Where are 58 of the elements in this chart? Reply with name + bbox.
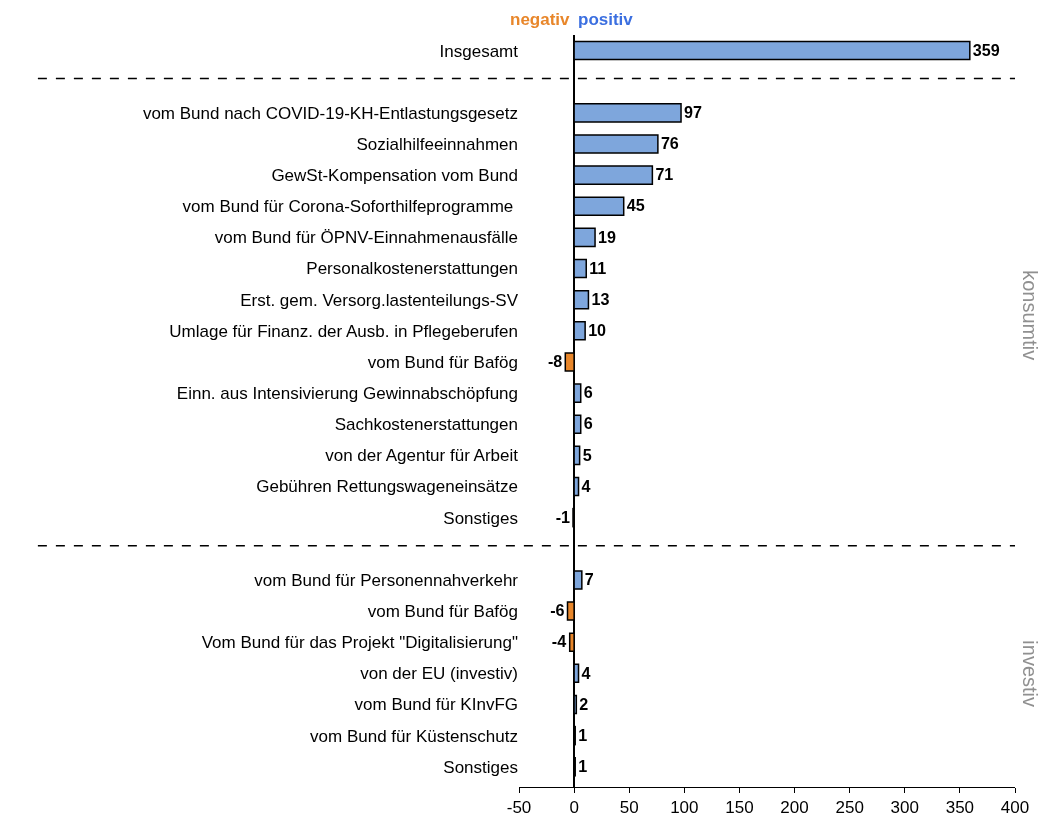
y-tick-label: Insgesamt [439,41,519,61]
data-label: 6 [583,383,593,402]
data-label: 11 [589,258,607,277]
data-label: -6 [550,601,565,620]
y-tick-label: Sonstiges [443,757,518,777]
y-tick-label: Gebühren Rettungswageneinsätze [256,477,518,497]
data-label: 359 [972,40,1000,59]
data-label: 1 [578,725,588,744]
x-tick-label: 400 [1000,798,1030,818]
x-tick-label: 250 [835,798,864,818]
data-label: 71 [655,165,674,184]
data-label: 76 [660,134,679,153]
y-tick-label: von der EU (investiv) [360,664,518,684]
y-tick-label: Umlage für Finanz. der Ausb. in Pflegeberufen [169,321,518,341]
y-tick-label: Sozialhilfeeinnahmen [356,134,518,154]
y-tick-label: vom Bund für ÖPNV-Einnahmenausfälle [214,228,518,248]
y-tick-label: vom Bund für Küstenschutz [310,726,518,746]
y-tick-label: Erst. gem. Versorg.lastenteilungs-SV [240,290,519,310]
x-tick-label: 300 [890,798,919,818]
x-tick-label: 50 [619,798,639,818]
data-label: 13 [591,289,610,308]
y-tick-label: Sonstiges [443,508,518,528]
data-label: 97 [684,103,703,122]
data-label: 45 [626,196,645,215]
data-label: -4 [551,632,567,651]
data-label: -8 [547,352,563,371]
y-tick-label: Vom Bund für das Projekt "Digitalisierung" [201,633,518,653]
data-label: 4 [581,663,591,682]
y-tick-label: vom Bund für Personennahverkehr [254,570,519,590]
y-tick-label: vom Bund nach COVID-19-KH-Entlastungsgesetz [142,103,518,123]
data-label: 6 [583,414,593,433]
x-tick-label: 200 [780,798,809,818]
text: konsumtiv [1019,270,1042,361]
text: positiv [578,10,634,29]
data-label: -1 [555,507,571,526]
x-tick-label: 350 [945,798,975,818]
data-label: 4 [581,476,591,495]
x-tick-label: 150 [725,798,754,818]
y-tick-label: Personalkostenerstattungen [306,259,518,279]
data-label: 19 [598,227,617,246]
text: investiv [1019,640,1042,708]
x-tick-label: -50 [506,798,532,818]
data-label: 5 [582,445,592,464]
data-label: 1 [578,756,588,775]
y-tick-label: Sachkostenerstattungen [334,415,518,435]
data-label: 7 [584,570,594,589]
y-tick-label: GewSt-Kompensation vom Bund [271,166,518,186]
y-tick-label: von der Agentur für Arbeit [325,446,519,466]
y-tick-label: vom Bund für Bafög [367,352,518,372]
y-tick-label: vom Bund für Bafög [367,602,518,622]
x-tick-label: 0 [569,798,579,818]
text: negativ [510,10,571,29]
data-label: 10 [588,321,607,340]
x-tick-label: 100 [670,798,699,818]
y-tick-label: vom Bund für Corona-Soforthilfeprogramme [182,197,518,217]
data-label: 2 [579,694,589,713]
y-tick-label: Einn. aus Intensivierung Gewinnabschöpfung [176,384,518,404]
y-tick-label: vom Bund für KInvFG [354,695,518,715]
